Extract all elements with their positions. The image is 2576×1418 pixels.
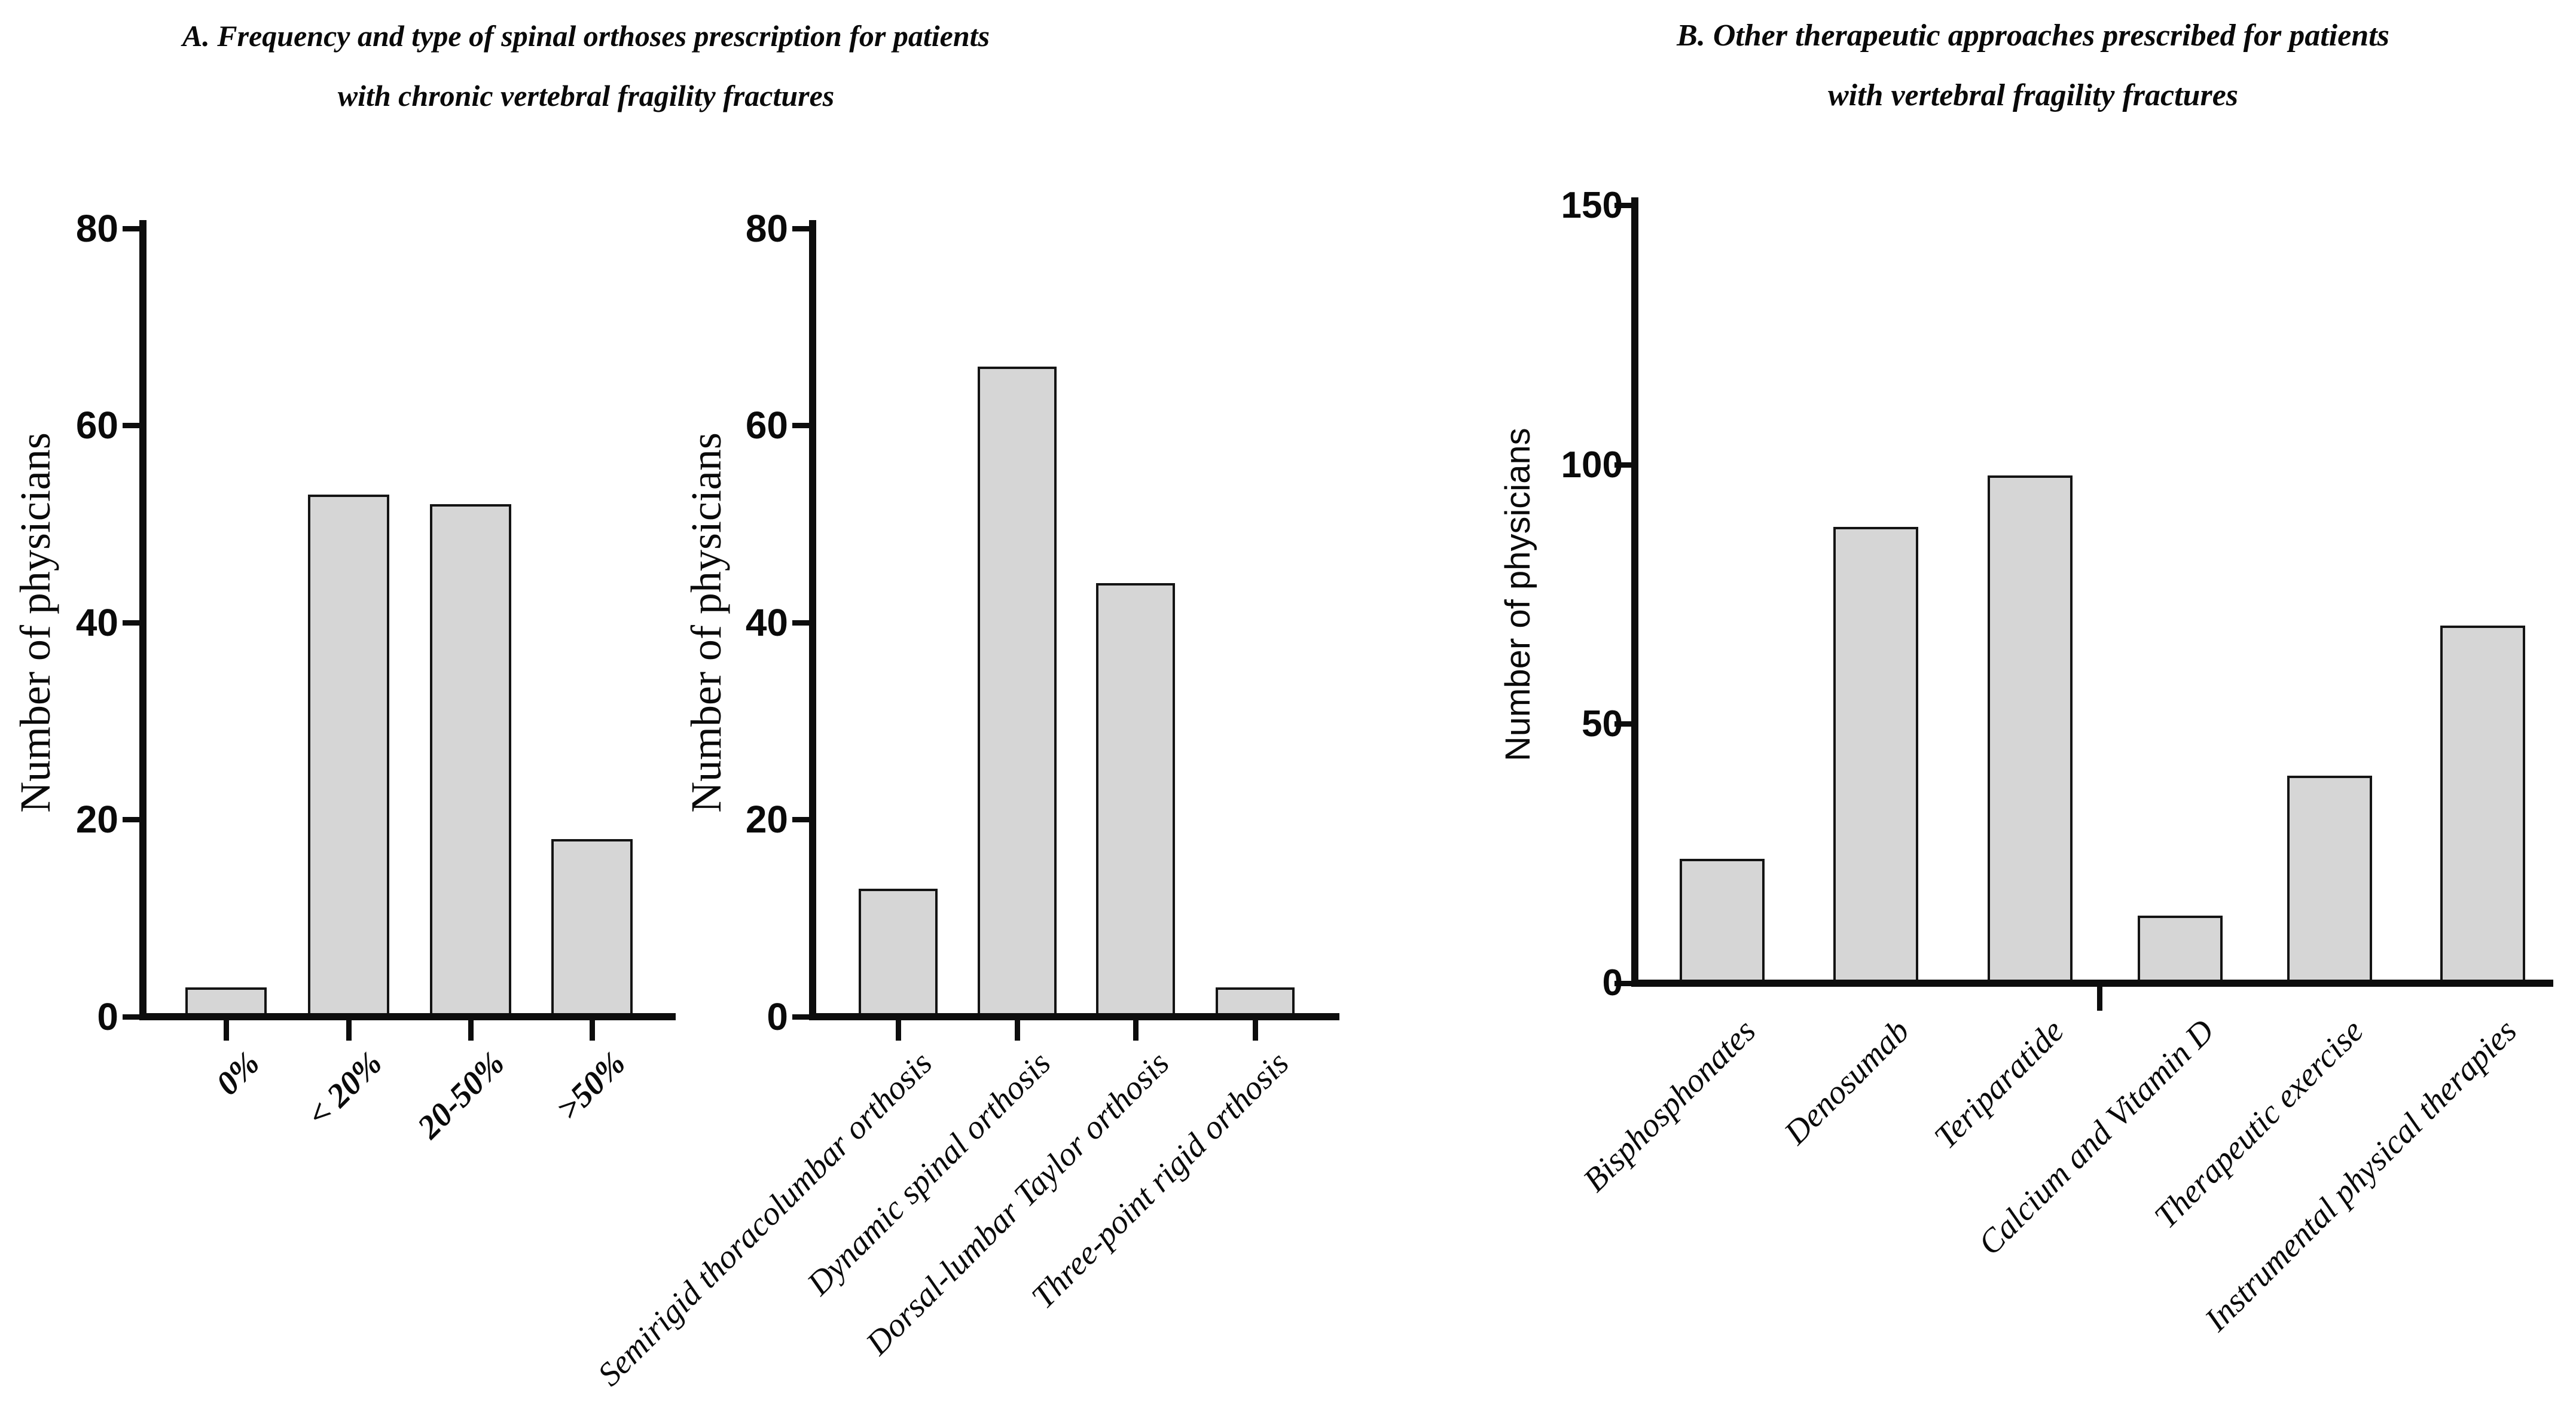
bar-dynamic-spinal-orthosis	[978, 367, 1057, 1017]
bar-semirigid-thoracolumbar-orthosis	[859, 889, 938, 1017]
y-tick-mark	[1614, 980, 1631, 986]
panel-a-title: A. Frequency and type of spinal orthoses…	[60, 6, 1112, 126]
y-tick-label: 80	[75, 206, 118, 250]
x-category-label-text: 20-50%	[410, 1044, 512, 1146]
bar-instrumental-physical-therapies	[2440, 626, 2525, 983]
y-tick-label: 60	[745, 404, 788, 447]
bar-denosumab	[1833, 527, 1918, 983]
bar--20-	[308, 495, 389, 1017]
bar-calcium-and-vitamin-d	[2138, 916, 2223, 983]
bar-bisphosphonates	[1680, 859, 1765, 983]
y-tick-label: 20	[75, 798, 118, 841]
x-axis-group-tick	[2097, 987, 2102, 1011]
x-axis-line	[809, 1013, 1339, 1020]
bar-three-point-rigid-orthosis	[1216, 987, 1295, 1017]
x-category-label-text: < 20%	[300, 1044, 390, 1134]
x-category-label-text: >50%	[550, 1044, 633, 1128]
y-tick-label: 40	[75, 600, 118, 644]
y-tick-mark	[792, 620, 809, 626]
y-tick-label: 40	[745, 600, 788, 644]
x-tick-mark	[590, 1020, 595, 1041]
y-tick-label: 0	[1602, 962, 1623, 1004]
y-axis-label: Number of physicians	[1498, 428, 1537, 761]
y-axis-line	[1631, 197, 1638, 987]
x-tick-mark	[346, 1020, 352, 1041]
x-tick-mark	[1133, 1020, 1139, 1041]
y-axis-line	[809, 220, 816, 1020]
x-category-label-text: 0%	[209, 1044, 267, 1103]
y-axis-line	[139, 220, 146, 1020]
panel-b-title-line2: with vertebral fragility fractures	[1827, 78, 2239, 112]
x-category-label-text: Bisphosphonates	[1576, 1012, 1763, 1199]
y-tick-mark	[792, 423, 809, 428]
x-category-label-text: Teriparatide	[1927, 1012, 2071, 1157]
x-tick-mark	[468, 1020, 474, 1041]
panel-a-title-line2: with chronic vertebral fragility fractur…	[337, 79, 835, 112]
y-tick-mark	[1614, 462, 1631, 468]
x-tick-mark	[896, 1020, 901, 1041]
y-tick-mark	[1614, 203, 1631, 209]
y-tick-label: 150	[1561, 185, 1623, 227]
y-tick-mark	[792, 1014, 809, 1020]
y-tick-label: 0	[97, 995, 118, 1038]
y-tick-label: 60	[75, 404, 118, 447]
x-tick-mark	[224, 1020, 229, 1041]
y-tick-label: 80	[745, 206, 788, 250]
bar-20-50-	[430, 504, 511, 1017]
bar-0-	[185, 987, 267, 1017]
panel-b-title: B. Other therapeutic approaches prescrib…	[1567, 6, 2499, 126]
y-tick-mark	[123, 423, 139, 428]
y-tick-label: 100	[1561, 444, 1623, 486]
x-category-label-text: Instrumental physical therapies	[2197, 1012, 2524, 1339]
x-axis-line	[1631, 980, 2553, 987]
x-tick-mark	[1253, 1020, 1258, 1041]
panel-a-title-line1: A. Frequency and type of spinal orthoses…	[182, 19, 990, 53]
y-tick-label: 50	[1582, 703, 1623, 745]
y-tick-label: 20	[745, 798, 788, 841]
x-category-label-text: Denosumab	[1777, 1012, 1917, 1152]
bar-dorsal-lumbar-taylor-orthosis	[1096, 583, 1175, 1017]
y-tick-mark	[792, 817, 809, 822]
y-tick-mark	[123, 817, 139, 822]
x-axis-line	[139, 1013, 676, 1020]
bar-therapeutic-exercise	[2287, 776, 2372, 983]
y-tick-mark	[123, 1014, 139, 1020]
y-tick-mark	[1614, 721, 1631, 727]
panel-b-title-line1: B. Other therapeutic approaches prescrib…	[1677, 19, 2389, 53]
y-tick-mark	[792, 225, 809, 231]
y-tick-label: 0	[767, 995, 788, 1038]
bar-teriparatide	[1988, 475, 2073, 983]
x-tick-mark	[1015, 1020, 1020, 1041]
y-tick-mark	[123, 620, 139, 626]
y-tick-mark	[123, 225, 139, 231]
